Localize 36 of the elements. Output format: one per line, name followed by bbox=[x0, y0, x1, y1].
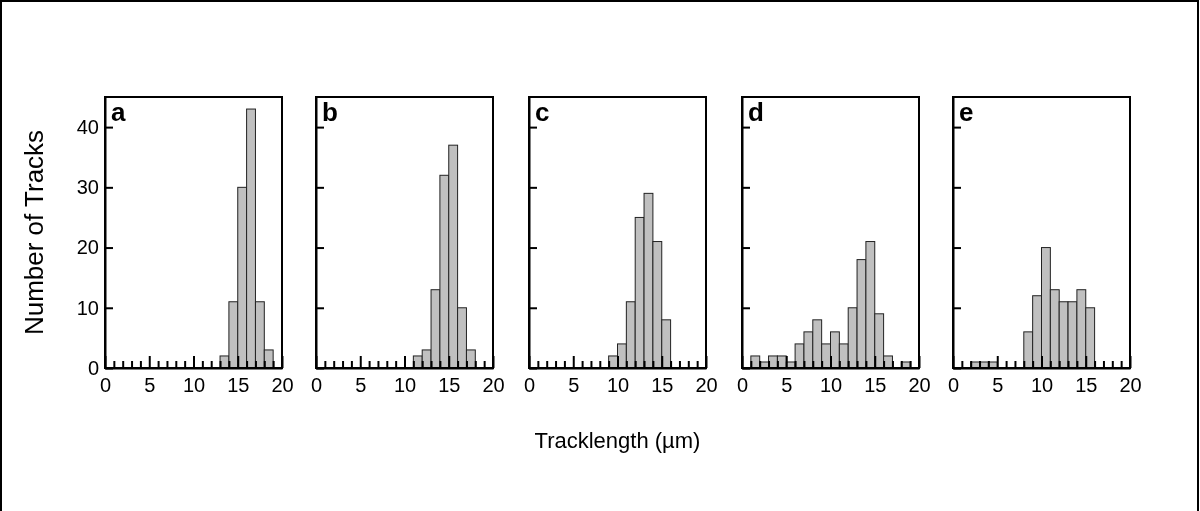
chart-title: e bbox=[959, 97, 974, 127]
y-tick-label: 30 bbox=[76, 176, 99, 199]
chart-title: c bbox=[535, 97, 550, 127]
y-axis-title: Number of Tracks bbox=[19, 129, 49, 336]
x-tick-label: 10 bbox=[606, 374, 630, 397]
x-tick-label: 5 bbox=[568, 374, 580, 397]
x-tick-label: 5 bbox=[781, 374, 793, 397]
x-tick-label: 10 bbox=[182, 374, 206, 397]
x-tick-label: 0 bbox=[310, 374, 323, 397]
x-tick-label: 5 bbox=[992, 374, 1004, 397]
y-tick-label: 10 bbox=[76, 296, 99, 319]
x-tick-label: 20 bbox=[271, 374, 294, 397]
y-tick-label: 20 bbox=[76, 236, 99, 259]
x-tick-label: 0 bbox=[947, 374, 960, 397]
y-tick-label: 0 bbox=[87, 356, 99, 379]
x-tick-label: 15 bbox=[864, 374, 887, 397]
x-tick-label: 5 bbox=[144, 374, 156, 397]
x-tick-label: 0 bbox=[523, 374, 536, 397]
x-tick-label: 10 bbox=[1030, 374, 1054, 397]
chart-title: a bbox=[111, 97, 126, 127]
x-tick-label: 15 bbox=[227, 374, 250, 397]
x-tick-label: 20 bbox=[482, 374, 505, 397]
x-tick-label: 20 bbox=[1119, 374, 1142, 397]
x-axis-title: Tracklength (µm) bbox=[534, 428, 701, 453]
y-tick-label: 40 bbox=[76, 116, 99, 139]
x-tick-label: 15 bbox=[1075, 374, 1098, 397]
x-tick-label: 15 bbox=[651, 374, 674, 397]
chart-title: d bbox=[748, 97, 764, 127]
x-tick-label: 20 bbox=[908, 374, 931, 397]
x-tick-label: 5 bbox=[355, 374, 367, 397]
chart-title: b bbox=[322, 97, 338, 127]
x-tick-label: 10 bbox=[393, 374, 417, 397]
x-tick-label: 20 bbox=[695, 374, 718, 397]
x-tick-label: 15 bbox=[438, 374, 461, 397]
x-tick-label: 0 bbox=[736, 374, 749, 397]
x-tick-label: 10 bbox=[819, 374, 843, 397]
